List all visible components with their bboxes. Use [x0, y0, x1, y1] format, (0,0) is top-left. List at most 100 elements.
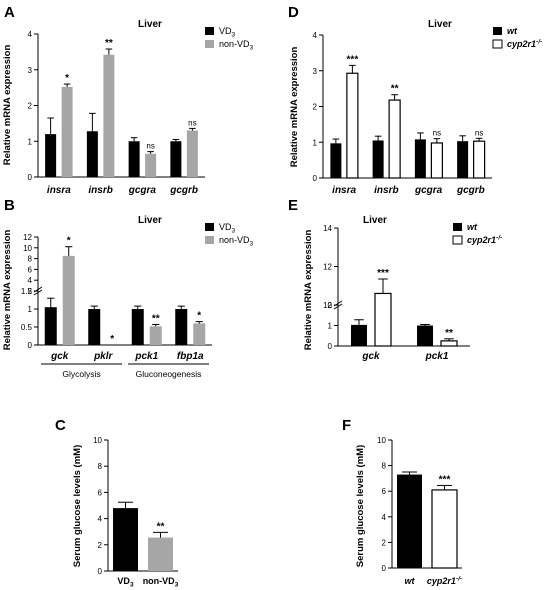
- panel-title: Liver: [428, 19, 452, 30]
- significance-label: ns: [146, 142, 154, 151]
- legend-swatch: [452, 235, 463, 245]
- x-tick-label: pklr: [93, 351, 113, 362]
- panel-title: Liver: [363, 215, 387, 226]
- x-tick-label: insra: [47, 185, 71, 196]
- bar: [145, 153, 157, 177]
- x-tick-label: gcgrb: [169, 185, 198, 196]
- group-label: Glycolysis: [62, 369, 100, 379]
- panel-letter: F: [342, 417, 351, 434]
- y-axis-label: Relative mRNA expression: [289, 47, 300, 168]
- bar: [131, 309, 144, 345]
- panel-letter: C: [55, 417, 66, 434]
- legend-swatch: [205, 236, 214, 244]
- significance-label: ***: [439, 474, 451, 485]
- x-tick-label: fbp1a: [177, 351, 204, 362]
- y-tick-label: 1: [313, 138, 318, 147]
- y-tick-label: 2: [313, 103, 318, 112]
- x-tick-label: gcgrb: [456, 185, 485, 196]
- bar: [148, 537, 173, 571]
- significance-label: **: [105, 38, 113, 49]
- bar: [86, 131, 98, 177]
- bar: [88, 309, 101, 345]
- bar: [457, 141, 469, 178]
- y-axis-label: Relative mRNA expression: [303, 230, 314, 351]
- x-tick-label: VD3: [117, 576, 134, 589]
- significance-label: **: [152, 313, 160, 324]
- bar: [149, 326, 162, 345]
- bar: [170, 141, 182, 177]
- x-tick-label: insrb: [374, 185, 398, 196]
- axis-break-mark: [33, 289, 43, 296]
- legend-swatch: [205, 40, 214, 48]
- legend-label: VD3: [219, 26, 236, 39]
- significance-label: *: [67, 236, 71, 247]
- bar: [372, 140, 384, 178]
- axis-break-mark: [333, 303, 343, 310]
- y-tick-label: 8: [28, 255, 33, 264]
- y-tick-label: 1: [328, 322, 333, 331]
- legend-swatch: [205, 27, 214, 35]
- y-tick-label: 6: [382, 487, 387, 496]
- y-tick-label: 4: [382, 513, 387, 522]
- panel-title: Liver: [138, 215, 162, 226]
- legend-swatch: [493, 27, 502, 35]
- bar: [128, 141, 140, 177]
- bar: [431, 489, 458, 569]
- y-tick-label: 12: [23, 233, 32, 242]
- legend-label: cyp2r1-/-: [507, 39, 542, 50]
- y-tick-label: 10: [323, 301, 332, 310]
- bar: [473, 140, 486, 179]
- significance-label: *: [65, 73, 69, 84]
- bar: [62, 255, 75, 345]
- bar: [440, 340, 458, 347]
- significance-label: ns: [475, 128, 483, 137]
- y-tick-label: 0: [28, 173, 33, 182]
- y-tick-label: 0: [328, 342, 333, 351]
- y-tick-label: 10: [377, 436, 386, 445]
- y-tick-label: 0: [98, 567, 103, 576]
- legend-swatch: [492, 39, 503, 49]
- y-tick-label: 0: [28, 341, 33, 350]
- y-tick-label: 2: [382, 538, 387, 547]
- bar: [374, 292, 392, 347]
- significance-label: **: [445, 328, 453, 339]
- significance-label: *: [197, 311, 201, 322]
- y-tick-label: 3: [28, 66, 33, 75]
- legend-label: wt: [467, 222, 478, 232]
- bar: [175, 309, 188, 345]
- significance-label: ns: [188, 118, 196, 127]
- bar: [388, 99, 401, 179]
- y-tick-label: 6: [28, 265, 33, 274]
- significance-label: ***: [347, 54, 359, 65]
- x-tick-label: wt: [405, 576, 416, 586]
- panel-letter: D: [288, 4, 299, 21]
- y-tick-label: 10: [93, 436, 102, 445]
- significance-label: **: [157, 521, 165, 532]
- significance-label: *: [110, 334, 114, 345]
- bar: [186, 130, 198, 177]
- y-tick-label: 0.5: [21, 323, 33, 332]
- y-tick-label: 2: [28, 287, 33, 296]
- y-tick-label: 6: [98, 488, 103, 497]
- bar: [61, 86, 73, 177]
- bar: [346, 72, 359, 179]
- y-tick-label: 10: [23, 244, 32, 253]
- legend-label: VD3: [219, 222, 236, 235]
- y-tick-label: 4: [313, 31, 318, 40]
- bar: [103, 54, 115, 177]
- panel-d: D Liver Relative mRNA expression 0 1 2 3 4 *** in…: [288, 4, 542, 196]
- panel-letter: E: [288, 197, 298, 214]
- panel-letter: B: [4, 197, 15, 214]
- group-label: Gluconeogenesis: [136, 369, 202, 379]
- y-tick-label: 4: [28, 30, 33, 39]
- x-tick-label: gcgra: [414, 185, 443, 196]
- panel-letter: A: [4, 4, 15, 21]
- x-tick-label: pck1: [134, 351, 158, 362]
- bar: [45, 134, 57, 177]
- y-axis-label: Serum glucose levels (mM): [72, 445, 83, 567]
- bar: [417, 325, 433, 346]
- y-tick-label: 2: [28, 102, 33, 111]
- significance-label: ns: [433, 129, 441, 138]
